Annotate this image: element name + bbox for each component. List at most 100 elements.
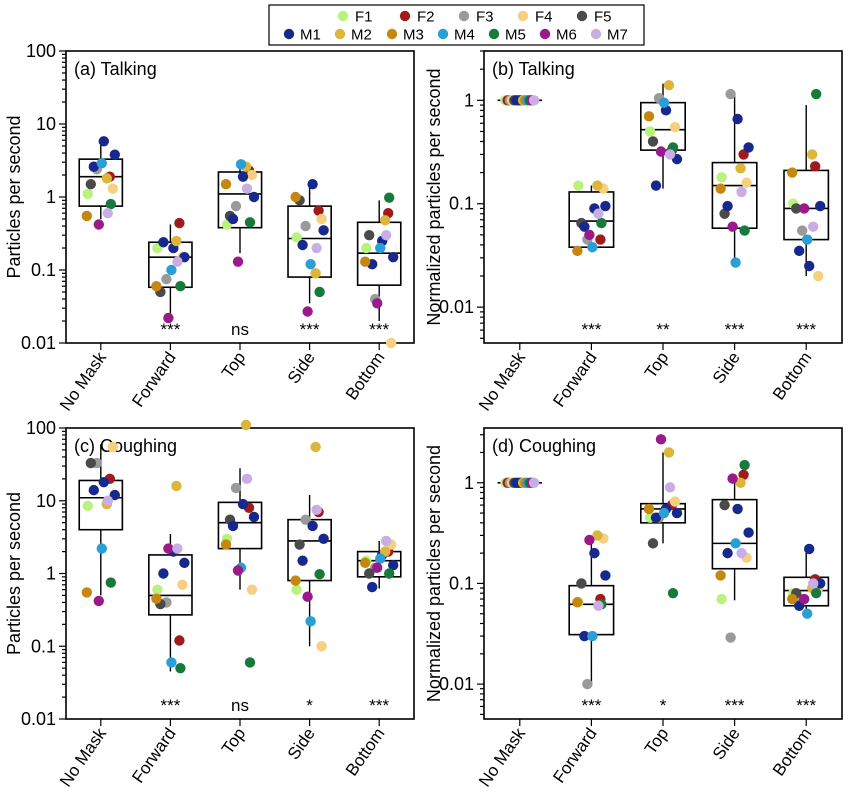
point-f5 <box>364 568 375 579</box>
point-m1 <box>318 225 329 236</box>
point-m1 <box>600 570 611 581</box>
significance-label: *** <box>725 320 745 339</box>
point-f2 <box>810 161 821 172</box>
point-m3 <box>220 178 232 190</box>
plot-frame <box>65 50 415 344</box>
point-m1 <box>88 484 100 496</box>
category-label: Forward <box>549 724 600 786</box>
point-m2 <box>310 441 321 453</box>
significance-label: *** <box>300 320 320 339</box>
y-axis-label: Particles per second <box>4 115 24 278</box>
point-m1 <box>732 503 743 515</box>
category-label: Forward <box>128 724 179 786</box>
point-m7 <box>311 242 322 254</box>
point-m6 <box>655 434 667 445</box>
legend-marker-m1 <box>283 28 295 40</box>
legend-label-f5: F5 <box>594 9 612 26</box>
significance-label: * <box>306 696 313 715</box>
point-m4 <box>305 616 316 627</box>
point-f4 <box>741 177 752 188</box>
point-m3 <box>715 183 726 194</box>
box-0 <box>78 444 124 596</box>
y-tick-label: 10 <box>36 491 56 511</box>
point-f5 <box>647 136 659 147</box>
box-iqr <box>711 498 758 570</box>
category-label: Top <box>218 348 249 381</box>
point-m5 <box>175 280 186 292</box>
point-m1 <box>98 136 110 147</box>
significance-label: *** <box>581 696 601 715</box>
panel-title: (a) Talking <box>74 59 157 79</box>
point-f2 <box>595 234 606 245</box>
point-f4 <box>669 121 681 133</box>
point-m1 <box>579 630 590 642</box>
y-tick-label: 1 <box>46 187 56 207</box>
point-m3 <box>220 539 232 550</box>
point-m4 <box>730 538 741 549</box>
point-m1 <box>804 260 815 272</box>
point-m4 <box>166 264 177 276</box>
panel-title: (c) Coughing <box>74 436 177 456</box>
point-m2 <box>735 477 746 488</box>
point-m7 <box>381 229 392 241</box>
point-m1 <box>794 245 805 257</box>
point-m1 <box>248 511 260 523</box>
y-tick-label: 100 <box>26 41 56 61</box>
point-f1 <box>152 584 163 595</box>
y-tick-label: 0.1 <box>449 194 474 214</box>
point-m1 <box>804 543 815 555</box>
point-m3 <box>572 597 583 608</box>
point-m5 <box>811 88 822 100</box>
point-m3 <box>715 570 726 581</box>
point-m7 <box>664 482 676 493</box>
significance-label: ns <box>231 696 249 715</box>
point-m1 <box>722 547 733 559</box>
point-m1 <box>671 507 683 519</box>
point-m5 <box>105 198 117 210</box>
point-m3 <box>787 593 798 605</box>
point-m5 <box>667 587 679 599</box>
point-m1 <box>743 142 754 153</box>
significance-label: *** <box>581 320 601 339</box>
point-m1 <box>589 547 600 559</box>
box-iqr <box>711 161 758 230</box>
point-f2 <box>174 217 185 229</box>
point-m1 <box>722 200 733 212</box>
point-m7 <box>311 504 322 516</box>
point-m1 <box>650 512 662 523</box>
significance-label: *** <box>160 320 180 339</box>
point-m4 <box>730 257 741 268</box>
category-label: Forward <box>128 348 179 410</box>
legend-marker-m4 <box>437 28 449 40</box>
point-m5 <box>596 217 607 229</box>
point-m4 <box>96 543 108 554</box>
point-m2 <box>663 80 675 91</box>
point-m4 <box>375 553 386 564</box>
y-tick-label: 1 <box>464 90 474 110</box>
point-m1 <box>388 251 399 263</box>
legend-label-m2: M2 <box>351 27 372 44</box>
point-m2 <box>101 173 113 184</box>
category-label: Forward <box>549 348 600 410</box>
point-m3 <box>572 245 583 257</box>
point-m6 <box>93 595 105 607</box>
legend-label-m4: M4 <box>454 27 475 44</box>
point-m6 <box>372 298 383 309</box>
point-f5 <box>576 578 587 589</box>
point-m4 <box>658 97 670 108</box>
point-f5 <box>647 538 659 549</box>
point-f4 <box>246 584 258 595</box>
point-m6 <box>232 565 244 576</box>
category-label: Side <box>284 724 319 763</box>
point-m2 <box>735 163 746 174</box>
point-m5 <box>314 568 325 580</box>
point-m1 <box>732 113 743 125</box>
point-m3 <box>151 593 162 604</box>
box-iqr <box>783 576 830 607</box>
point-m7 <box>736 547 747 559</box>
point-m4 <box>235 159 247 170</box>
point-m5 <box>244 657 256 668</box>
point-f4 <box>813 270 824 282</box>
point-m7 <box>528 95 540 106</box>
point-f4 <box>246 169 258 181</box>
